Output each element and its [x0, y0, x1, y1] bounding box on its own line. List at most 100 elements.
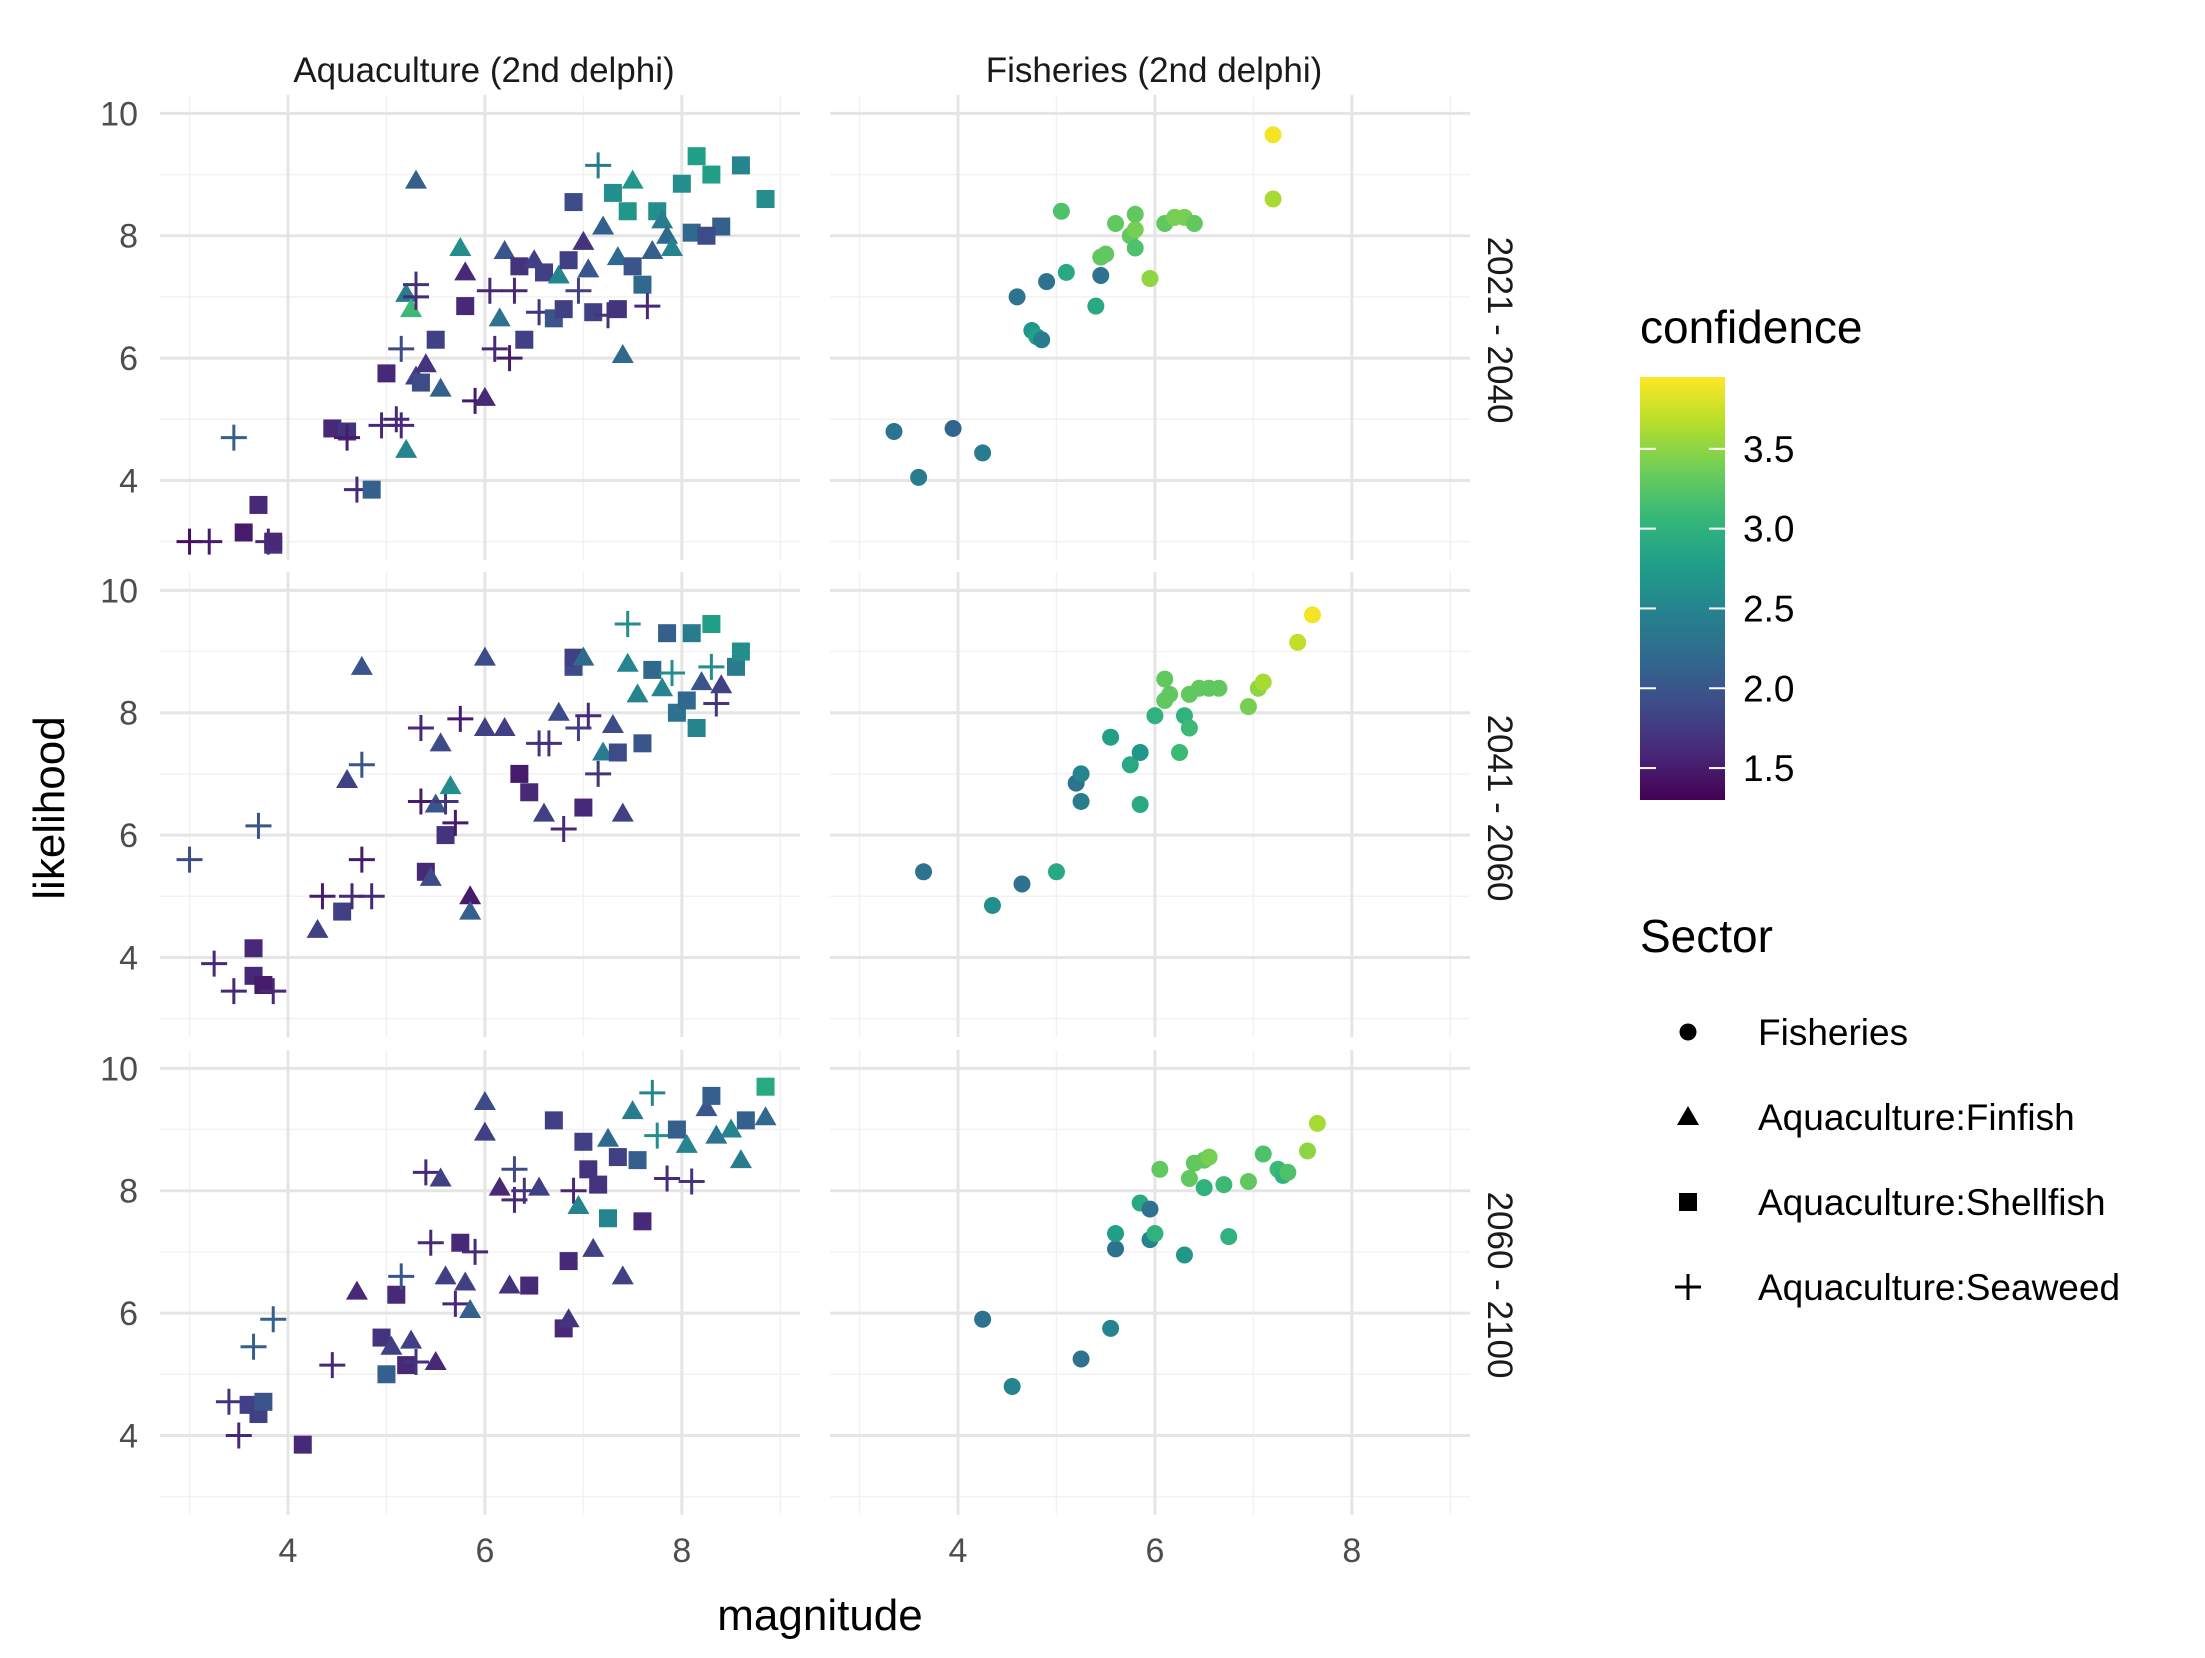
colorbar-tick-label: 2.0	[1743, 668, 1794, 709]
shellfish-point	[584, 303, 603, 322]
fisheries-point	[1254, 1145, 1272, 1163]
finfish-point	[675, 1133, 698, 1153]
finfish-point	[488, 307, 511, 327]
shellfish-point	[682, 624, 701, 643]
finfish-point	[621, 169, 644, 189]
y-tick-label: 4	[119, 1417, 138, 1455]
fisheries-point	[1200, 1148, 1218, 1166]
fisheries-point	[1121, 756, 1139, 774]
y-tick-label: 4	[119, 462, 138, 500]
shellfish-point	[667, 1120, 686, 1139]
shellfish-point	[687, 719, 706, 738]
fisheries-point	[1013, 875, 1031, 893]
shellfish-point	[756, 190, 775, 209]
seaweed-point	[260, 1306, 287, 1333]
seaweed-point	[501, 277, 528, 304]
x-tick-label: 8	[672, 1532, 691, 1570]
finfish-point	[424, 793, 447, 813]
confidence-colorbar	[1640, 377, 1725, 800]
shellfish-point	[372, 1328, 391, 1347]
fisheries-point	[1097, 245, 1115, 263]
seaweed-point	[245, 812, 272, 839]
seaweed-point	[358, 883, 385, 910]
seaweed-point	[481, 335, 508, 362]
finfish-point	[400, 1329, 423, 1349]
shellfish-point	[599, 1209, 617, 1228]
facet-strip-row-0: 2021 - 2040	[1480, 237, 1519, 424]
seaweed-point	[334, 424, 361, 451]
seaweed-point	[215, 1388, 242, 1415]
shellfish-point	[362, 480, 381, 499]
finfish-point	[754, 1106, 777, 1126]
seaweed-point	[403, 283, 429, 310]
fisheries-point	[1171, 743, 1189, 761]
shellfish-point	[397, 1356, 416, 1375]
seaweed-point	[348, 846, 375, 873]
seaweed-point	[659, 659, 685, 686]
finfish-point	[473, 1091, 496, 1111]
finfish-point	[710, 674, 733, 694]
finfish-point	[493, 240, 516, 260]
finfish-point	[454, 261, 477, 281]
shellfish-point	[756, 1077, 775, 1096]
finfish-point	[597, 1127, 619, 1147]
seaweed-point	[560, 1177, 587, 1204]
shellfish-point	[333, 902, 352, 921]
finfish-point	[493, 717, 516, 737]
fisheries-point	[1102, 1319, 1120, 1337]
finfish-point	[405, 169, 427, 189]
seaweed-point	[476, 277, 503, 304]
seaweed-point	[644, 1122, 671, 1149]
legend-triangle-icon	[1677, 1106, 1699, 1125]
shellfish-point	[574, 798, 593, 817]
fisheries-point	[1303, 606, 1321, 624]
shellfish-point	[608, 300, 627, 319]
finfish-point	[345, 1280, 368, 1300]
legend-item-label: Fisheries	[1758, 1012, 1908, 1053]
shellfish-point	[264, 532, 283, 551]
fisheries-point	[1308, 1114, 1326, 1132]
finfish-point	[616, 652, 639, 672]
finfish-point	[547, 701, 570, 721]
colorbar-tick-label: 2.5	[1743, 588, 1794, 629]
shellfish-point	[702, 1086, 721, 1105]
finfish-point	[705, 1124, 728, 1144]
seaweed-point	[220, 424, 247, 451]
finfish-point	[547, 264, 570, 284]
seaweed-point	[634, 293, 661, 320]
fisheries-point	[915, 863, 933, 881]
finfish-point	[473, 646, 496, 666]
fisheries-point	[885, 423, 903, 441]
legend-item: Aquaculture:Shellfish	[1679, 1182, 2106, 1223]
legend-circle-icon	[1679, 1023, 1697, 1041]
fisheries-point	[1279, 1163, 1297, 1181]
shellfish-point	[623, 257, 642, 276]
finfish-point	[429, 1167, 452, 1187]
colorbar-tick-label: 3.0	[1743, 509, 1794, 550]
finfish-point	[729, 1149, 752, 1169]
shellfish-point	[387, 1285, 406, 1304]
seaweed-point	[176, 846, 203, 873]
seaweed-point	[309, 883, 336, 910]
finfish-point	[611, 344, 634, 364]
fisheries-point	[1102, 728, 1120, 746]
finfish-point	[459, 1299, 482, 1319]
finfish-point	[567, 1195, 590, 1215]
legend-item: Aquaculture:Finfish	[1677, 1097, 2075, 1138]
finfish-point	[626, 683, 649, 703]
seaweed-point	[639, 1079, 666, 1106]
shellfish-point	[559, 251, 578, 270]
shellfish-point	[559, 1252, 578, 1271]
finfish-point	[488, 1176, 511, 1196]
fisheries-point	[1107, 214, 1125, 232]
fisheries-point	[1038, 273, 1056, 291]
seaweed-point	[388, 412, 415, 439]
finfish-point	[601, 713, 624, 733]
seaweed-point	[417, 1229, 444, 1256]
legend-item-label: Aquaculture:Shellfish	[1758, 1182, 2106, 1223]
shellfish-point	[411, 373, 430, 392]
finfish-point	[424, 1351, 447, 1371]
seaweed-point	[703, 690, 730, 717]
finfish-point	[651, 677, 674, 697]
shellfish-point	[727, 657, 745, 676]
